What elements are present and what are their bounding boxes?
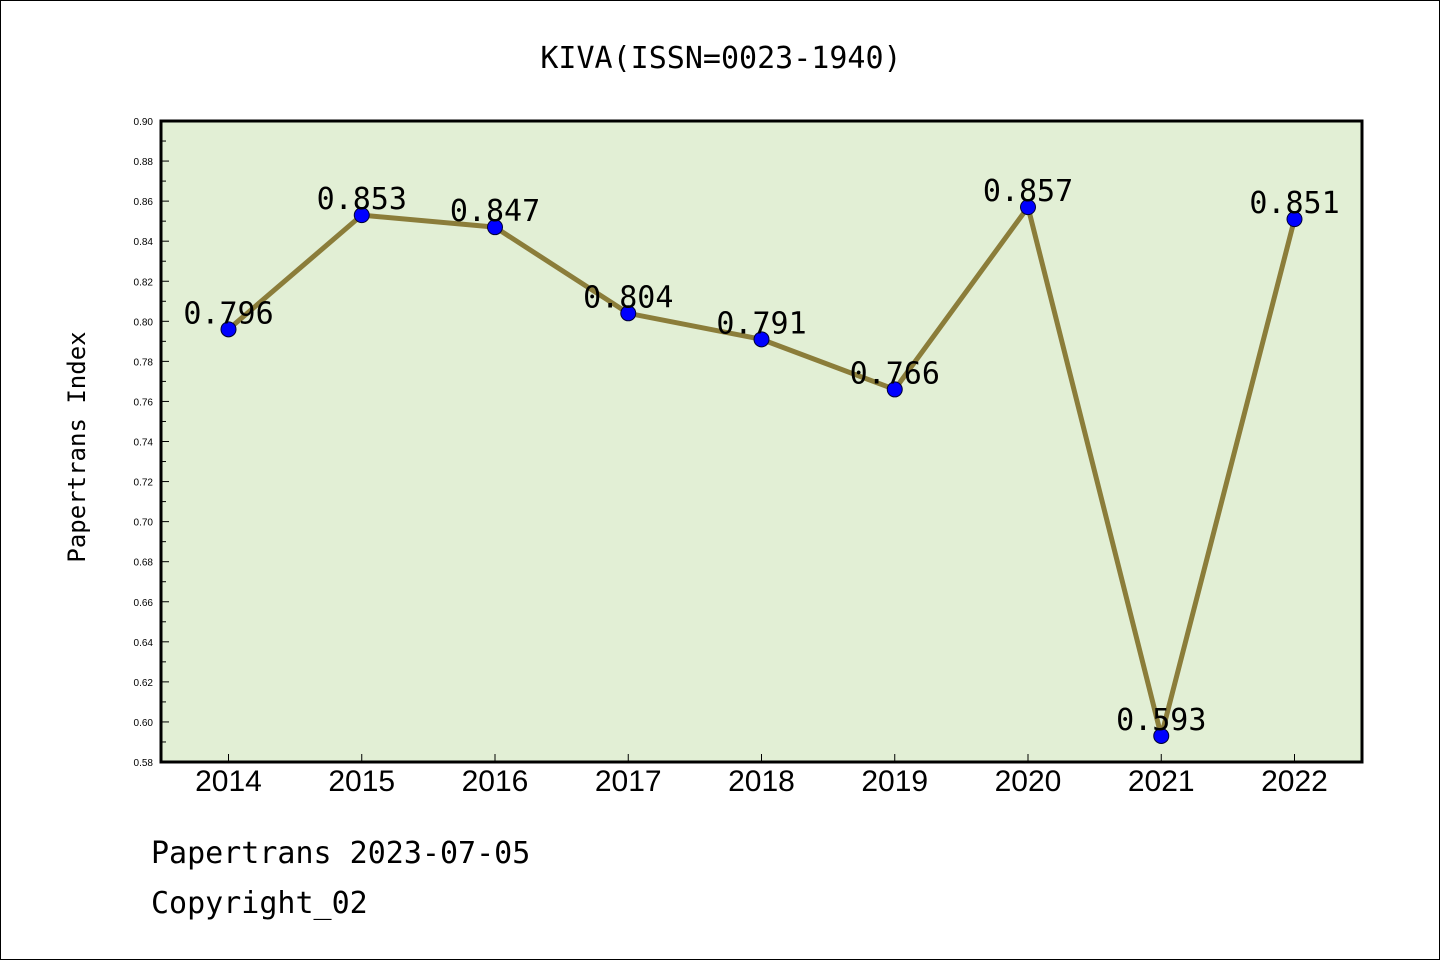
- data-point: [886, 381, 903, 398]
- y-tick-label: 0.86: [134, 197, 154, 208]
- plot-border: [159, 119, 1364, 764]
- y-tick-label: 0.78: [134, 357, 154, 368]
- y-tick-label: 0.84: [134, 237, 154, 248]
- data-label: 0.766: [850, 356, 940, 391]
- data-label: 0.847: [450, 194, 540, 229]
- x-tick-label: 2018: [728, 765, 795, 798]
- footer-copyright: Copyright_02: [151, 886, 368, 921]
- data-point: [620, 305, 637, 322]
- chart-title: KIVA(ISSN=0023-1940): [540, 41, 901, 76]
- y-tick-label: 0.64: [134, 638, 154, 649]
- y-tick-label: 0.70: [134, 518, 154, 529]
- y-tick-label: 0.88: [134, 157, 154, 168]
- x-tick-label: 2020: [995, 765, 1062, 798]
- y-tick-label: 0.68: [134, 558, 154, 569]
- x-tick-label: 2022: [1261, 765, 1328, 798]
- data-point: [353, 207, 370, 224]
- y-tick-label: 0.60: [134, 718, 154, 729]
- x-axis: 2014 2015 2016 2017 2018 2019 2020 2021 2022: [195, 754, 1328, 798]
- y-tick-label: 0.72: [134, 478, 154, 489]
- y-tick-label: 0.74: [134, 438, 154, 449]
- markers-group: [220, 199, 1303, 744]
- data-labels-group: 0.796 0.853 0.847 0.804 0.791 0.766 0.857 0.593…: [183, 174, 1339, 738]
- data-label: 0.804: [583, 280, 673, 315]
- data-point: [753, 331, 770, 348]
- x-tick-label: 2017: [595, 765, 662, 798]
- data-point: [1286, 211, 1303, 228]
- y-tick-label: 0.62: [134, 678, 154, 689]
- x-tick-label: 2019: [861, 765, 928, 798]
- x-tick-label: 2016: [462, 765, 529, 798]
- data-label: 0.857: [983, 174, 1073, 209]
- y-tick-label: 0.90: [134, 117, 154, 128]
- x-tick-label: 2021: [1128, 765, 1195, 798]
- data-point: [220, 321, 237, 338]
- data-label: 0.593: [1116, 703, 1206, 738]
- data-point: [487, 219, 503, 236]
- x-tick-label: 2014: [195, 765, 262, 798]
- y-tick-label: 0.80: [134, 317, 154, 328]
- data-point: [1020, 199, 1036, 216]
- y-tick-label: 0.58: [134, 758, 154, 769]
- footer-date: Papertrans 2023-07-05: [151, 836, 531, 871]
- data-label: 0.796: [183, 296, 273, 331]
- data-label: 0.851: [1249, 186, 1339, 221]
- y-axis-label: Papertrans Index: [63, 331, 91, 562]
- data-label: 0.853: [317, 182, 407, 217]
- y-tick-label: 0.82: [134, 277, 154, 288]
- y-tick-label: 0.76: [134, 397, 154, 408]
- y-tick-label: 0.66: [134, 598, 154, 609]
- data-label: 0.791: [716, 306, 806, 341]
- plot-area: [161, 121, 1362, 762]
- x-tick-label: 2015: [328, 765, 395, 798]
- data-point: [1153, 727, 1170, 744]
